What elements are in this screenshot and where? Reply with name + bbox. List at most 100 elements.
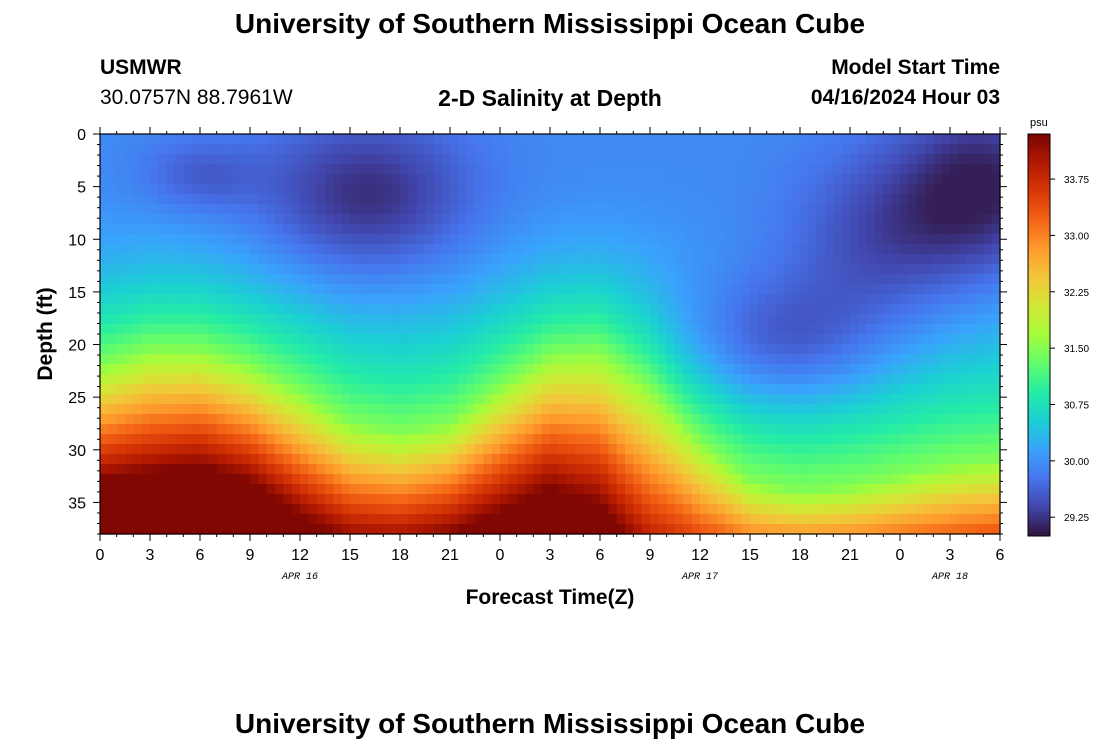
heatmap-cell (133, 304, 143, 315)
heatmap-cell (308, 134, 318, 145)
heatmap-cell (683, 274, 693, 285)
heatmap-cell (941, 454, 951, 465)
heatmap-cell (991, 314, 1001, 325)
heatmap-cell (366, 324, 376, 335)
heatmap-cell (316, 324, 326, 335)
heatmap-cell (125, 224, 134, 235)
heatmap-cell (725, 204, 734, 215)
heatmap-cell (833, 304, 843, 315)
heatmap-cell (458, 264, 468, 275)
heatmap-cell (450, 184, 459, 195)
heatmap-cell (658, 314, 668, 325)
heatmap-cell (583, 334, 593, 345)
heatmap-cell (208, 454, 218, 465)
heatmap-cell (533, 144, 543, 155)
heatmap-cell (466, 374, 476, 385)
heatmap-cell (700, 404, 709, 415)
heatmap-cell (900, 304, 909, 315)
heatmap-cell (416, 184, 426, 195)
heatmap-cell (158, 464, 168, 475)
heatmap-cell (333, 414, 343, 425)
heatmap-cell (966, 474, 976, 485)
heatmap-cell (358, 324, 368, 335)
heatmap-cell (175, 494, 184, 505)
heatmap-cell (308, 194, 318, 205)
heatmap-cell (658, 414, 668, 425)
heatmap-cell (408, 454, 418, 465)
heatmap-cell (541, 514, 551, 525)
heatmap-cell (233, 524, 243, 535)
heatmap-cell (125, 344, 134, 355)
heatmap-cell (891, 134, 901, 145)
heatmap-cell (625, 244, 634, 255)
heatmap-cell (575, 474, 584, 485)
heatmap-cell (375, 524, 384, 535)
heatmap-cell (108, 324, 118, 335)
heatmap-cell (166, 314, 176, 325)
heatmap-cell (333, 174, 343, 185)
heatmap-cell (391, 374, 401, 385)
heatmap-cell (183, 164, 193, 175)
heatmap-cell (558, 514, 568, 525)
heatmap-cell (575, 484, 584, 495)
heatmap-cell (650, 484, 659, 495)
heatmap-cell (708, 284, 718, 295)
heatmap-cell (833, 354, 843, 365)
heatmap-cell (816, 194, 826, 205)
heatmap-cell (633, 354, 643, 365)
heatmap-cell (416, 494, 426, 505)
heatmap-cell (525, 224, 534, 235)
heatmap-cell (900, 254, 909, 265)
heatmap-cell (250, 414, 259, 425)
heatmap-cell (875, 294, 884, 305)
heatmap-cell (708, 304, 718, 315)
heatmap-cell (383, 254, 393, 265)
heatmap-cell (583, 304, 593, 315)
heatmap-cell (566, 154, 576, 165)
heatmap-cell (483, 294, 493, 305)
heatmap-cell (191, 514, 201, 525)
heatmap-cell (691, 274, 701, 285)
heatmap-cell (591, 224, 601, 235)
heatmap-cell (825, 504, 834, 515)
heatmap-cell (633, 394, 643, 405)
heatmap-cell (166, 254, 176, 265)
heatmap-cell (791, 354, 801, 365)
heatmap-cell (858, 214, 868, 225)
heatmap-cell (266, 204, 276, 215)
heatmap-cell (700, 514, 709, 525)
heatmap-cell (633, 214, 643, 225)
heatmap-cell (775, 224, 784, 235)
heatmap-cell (200, 334, 209, 345)
heatmap-cell (725, 474, 734, 485)
heatmap-cell (741, 164, 751, 175)
heatmap-cell (458, 394, 468, 405)
heatmap-cell (658, 194, 668, 205)
heatmap-cell (841, 284, 851, 295)
heatmap-cell (491, 454, 501, 465)
heatmap-cell (716, 324, 726, 335)
heatmap-cell (108, 424, 118, 435)
heatmap-cell (291, 464, 301, 475)
heatmap-cell (941, 524, 951, 535)
heatmap-cell (650, 314, 659, 325)
heatmap-cell (725, 154, 734, 165)
heatmap-cell (433, 394, 443, 405)
heatmap-cell (708, 214, 718, 225)
heatmap-cell (575, 274, 584, 285)
heatmap-cell (591, 374, 601, 385)
heatmap-cell (825, 304, 834, 315)
heatmap-cell (575, 344, 584, 355)
heatmap-cell (975, 424, 984, 435)
heatmap-cell (208, 384, 218, 395)
heatmap-cell (925, 514, 934, 525)
heatmap-cell (766, 434, 776, 445)
heatmap-cell (775, 514, 784, 525)
heatmap-cell (550, 314, 559, 325)
heatmap-cell (866, 254, 876, 265)
heatmap-cell (591, 174, 601, 185)
heatmap-cell (150, 194, 159, 205)
heatmap-cell (141, 214, 151, 225)
heatmap-cell (825, 264, 834, 275)
heatmap-cell (225, 224, 234, 235)
